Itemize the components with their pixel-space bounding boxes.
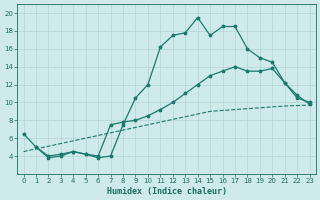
- X-axis label: Humidex (Indice chaleur): Humidex (Indice chaleur): [107, 187, 227, 196]
